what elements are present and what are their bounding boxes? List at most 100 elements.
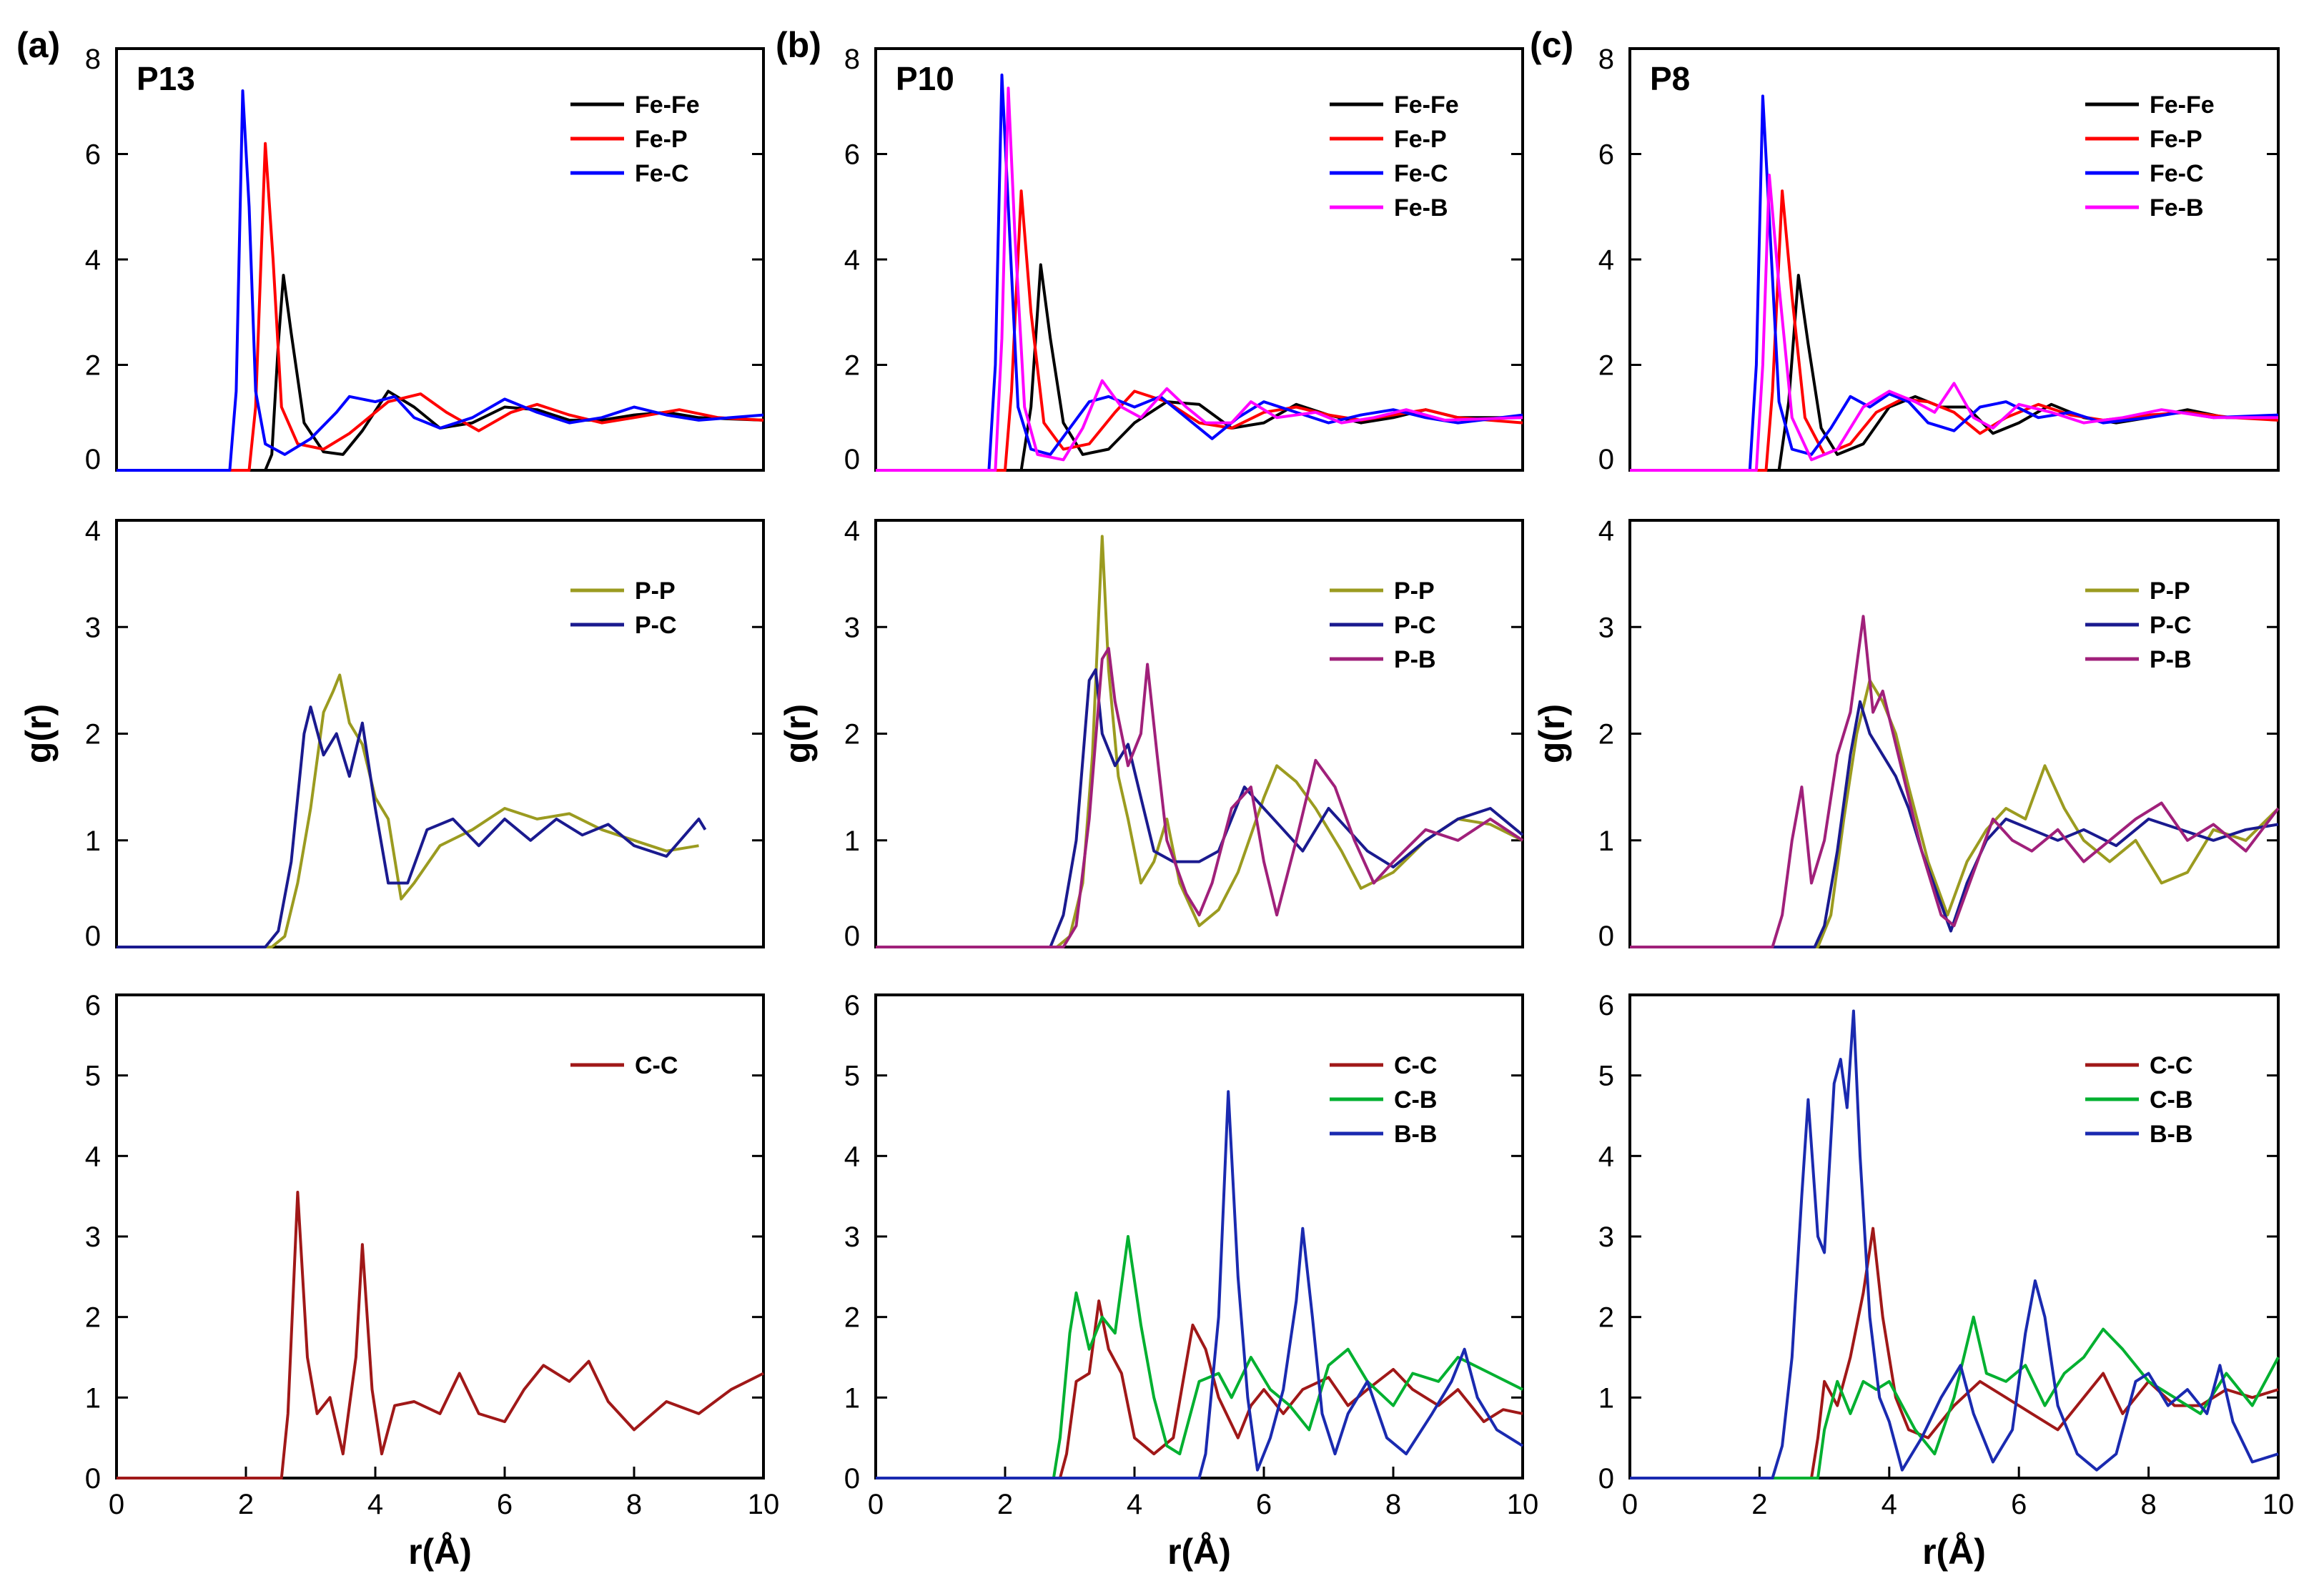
legend-label: B-B xyxy=(1394,1121,1437,1148)
legend-label: Fe-Fe xyxy=(1394,91,1459,119)
legend-label: C-B xyxy=(2150,1086,2192,1114)
subplot-3: 0 1 2 3 4 5 6 0 2 4 6 8 10 r(Å) C-C C-B B-B xyxy=(1598,990,2295,1572)
y-tick-label: 0 xyxy=(1598,1463,1614,1495)
x-tick-label: 6 xyxy=(2011,1489,2027,1520)
y-tick-label: 8 xyxy=(1598,44,1614,75)
panel-label: (b) xyxy=(776,25,821,65)
y-tick-label: 5 xyxy=(1598,1061,1614,1092)
legend-label: Fe-P xyxy=(635,126,688,153)
legend-label: Fe-P xyxy=(1394,126,1447,153)
legend-label: C-C xyxy=(2150,1052,2192,1079)
subplot-3: 0 1 2 3 4 5 6 0 2 4 6 8 10 r(Å) C-C C-B B-B xyxy=(844,990,1539,1572)
y-tick-label: 6 xyxy=(844,139,860,171)
x-tick-label: 4 xyxy=(1127,1489,1142,1520)
y-tick-label: 3 xyxy=(1598,1221,1614,1253)
y-tick-label: 0 xyxy=(844,444,860,475)
y-tick-label: 6 xyxy=(1598,990,1614,1021)
series-line-p-p xyxy=(117,673,699,948)
y-tick-label: 0 xyxy=(844,921,860,952)
y-tick-label: 0 xyxy=(844,1463,860,1495)
panel-1: (a)02468P13Fe-FeFe-PFe-C01234g(r)P-PP-C0… xyxy=(16,25,779,1572)
series-line-p-c xyxy=(117,705,707,948)
x-tick-label: 2 xyxy=(238,1489,254,1520)
x-tick-label: 8 xyxy=(2140,1489,2156,1520)
y-tick-label: 6 xyxy=(1598,139,1614,171)
y-tick-label: 6 xyxy=(85,990,101,1021)
subplot-2: 0 1 2 3 4 g(r) P-P P-C P-B xyxy=(1532,515,2280,952)
x-tick-label: 8 xyxy=(1385,1489,1401,1520)
y-tick-label: 4 xyxy=(844,244,860,276)
x-tick-label: 2 xyxy=(1751,1489,1767,1520)
y-tick-label: 3 xyxy=(844,612,860,643)
x-tick-label: 8 xyxy=(626,1489,642,1520)
series-line-c-b xyxy=(876,1235,1523,1479)
series-line-fe-p xyxy=(1630,189,2279,472)
y-tick-label: 2 xyxy=(844,719,860,750)
x-tick-label: 0 xyxy=(109,1489,124,1520)
legend-label: Fe-C xyxy=(635,160,689,187)
y-tick-label: 4 xyxy=(85,244,101,276)
series-line-c-c xyxy=(117,1191,764,1479)
y-tick-label: 0 xyxy=(85,921,101,952)
y-tick-label: 1 xyxy=(85,826,101,857)
series-line-fe-fe xyxy=(1630,274,2278,472)
series-line-fe-b xyxy=(876,86,1523,472)
y-tick-label: 8 xyxy=(85,44,101,75)
panel-2: (b) 0 2 4 6 8 P10 Fe-Fe Fe-P Fe-C Fe-B 0 1 2 3 4 g(r) P-P… xyxy=(776,25,1538,1572)
series-line-fe-fe xyxy=(117,274,764,472)
panel-label: (a) xyxy=(16,25,60,65)
series-line-fe-b xyxy=(1630,174,2278,472)
x-tick-label: 0 xyxy=(868,1489,884,1520)
x-tick-label: 6 xyxy=(1256,1489,1272,1520)
legend-label: P-C xyxy=(635,612,677,639)
y-tick-label: 5 xyxy=(85,1061,101,1092)
legend-label: Fe-B xyxy=(1394,194,1448,222)
legend-label: Fe-B xyxy=(2150,194,2204,222)
y-tick-label: 3 xyxy=(85,1221,101,1253)
legend-label: Fe-Fe xyxy=(2150,91,2215,119)
y-axis-label: g(r) xyxy=(19,704,59,763)
legend-label: Fe-P xyxy=(2150,126,2202,153)
legend-label: P-B xyxy=(2150,646,2192,673)
legend-label: P-P xyxy=(1394,578,1435,605)
y-tick-label: 3 xyxy=(844,1221,860,1253)
y-tick-label: 0 xyxy=(1598,921,1614,952)
x-tick-label: 4 xyxy=(1882,1489,1897,1520)
legend-label: Fe-C xyxy=(1394,160,1448,187)
y-tick-label: 2 xyxy=(85,350,101,382)
series-line-c-c xyxy=(876,1299,1523,1479)
legend-label: C-C xyxy=(1394,1052,1437,1079)
y-tick-label: 1 xyxy=(1598,1382,1614,1414)
y-tick-label: 0 xyxy=(85,1463,101,1495)
series-line-p-c xyxy=(876,668,1524,948)
y-tick-label: 2 xyxy=(844,350,860,382)
y-tick-label: 4 xyxy=(1598,1141,1614,1172)
y-tick-label: 0 xyxy=(1598,444,1614,475)
legend-label: Fe-Fe xyxy=(635,91,700,119)
sample-label: P13 xyxy=(137,60,195,97)
series-line-b-b xyxy=(1630,1009,2279,1479)
subplot-2: 0 1 2 3 4 g(r) P-P P-C xyxy=(19,515,765,952)
y-tick-label: 4 xyxy=(844,515,860,547)
y-axis-label: g(r) xyxy=(1532,704,1572,763)
y-tick-label: 2 xyxy=(1598,719,1614,750)
x-axis-label: r(Å) xyxy=(1167,1532,1231,1572)
y-tick-label: 4 xyxy=(1598,244,1614,276)
series-line-c-c xyxy=(1630,1226,2279,1479)
legend-label: B-B xyxy=(2150,1121,2192,1148)
legend-label: P-C xyxy=(2150,612,2192,639)
x-axis-label: r(Å) xyxy=(1922,1532,1986,1572)
legend-label: P-B xyxy=(1394,646,1436,673)
y-tick-label: 1 xyxy=(844,1382,860,1414)
y-tick-label: 4 xyxy=(1598,515,1614,547)
subplot-1: 0 2 4 6 8 P10 Fe-Fe Fe-P Fe-C Fe-B xyxy=(844,44,1524,475)
y-tick-label: 4 xyxy=(85,515,101,547)
series-line-p-b xyxy=(1630,615,2280,948)
x-tick-label: 2 xyxy=(997,1489,1013,1520)
y-tick-label: 6 xyxy=(85,139,101,171)
panel-3: (c) 0 2 4 6 8 P8 Fe-Fe Fe-P Fe-C Fe-B 0 1 2 3 4 g(r) P-P P… xyxy=(1530,25,2294,1572)
y-tick-label: 3 xyxy=(85,612,101,643)
legend-label: C-C xyxy=(635,1052,678,1079)
y-tick-label: 2 xyxy=(844,1302,860,1334)
